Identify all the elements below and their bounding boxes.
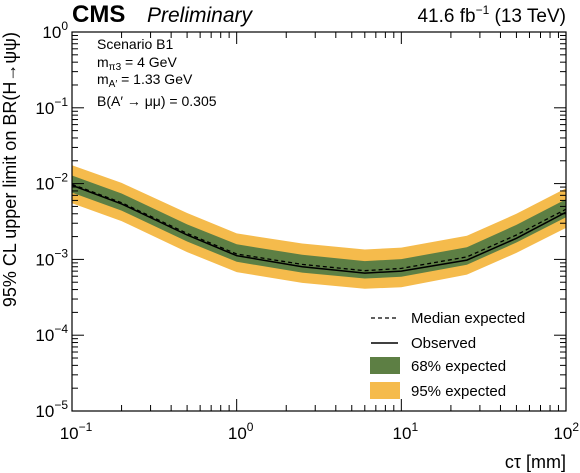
y-tick-label-exponent: −1	[54, 95, 68, 109]
x-tick-label-base: 10	[553, 424, 572, 443]
cms-label: CMS	[72, 1, 125, 28]
legend: Median expected Observed 68% expected 95…	[370, 310, 525, 400]
y-tick-label-base: 10	[35, 402, 54, 421]
legend-label-95: 95% expected	[411, 383, 506, 400]
y-tick-label-exponent: −3	[54, 246, 68, 260]
legend-95-swatch	[370, 382, 400, 399]
energy-value: (13 TeV)	[495, 6, 566, 27]
uncertainty-bands	[72, 165, 566, 289]
luminosity-exponent: −1	[476, 3, 490, 17]
mass-pi3-subscript: π3	[109, 62, 122, 73]
y-tick-label: 10−4	[35, 322, 68, 345]
x-tick-label-exponent: 2	[572, 420, 579, 434]
x-tick-label: 102	[553, 420, 579, 443]
x-tick-label: 10−1	[60, 420, 93, 443]
y-tick-label-base: 10	[42, 23, 61, 42]
y-tick-label-base: 10	[35, 175, 54, 194]
plot-frame	[71, 31, 567, 412]
y-tick-label-exponent: 0	[61, 19, 68, 33]
line-median-expected	[71, 183, 567, 272]
mass-pi3-label: mπ3 = 4 GeV	[97, 54, 177, 73]
y-tick-label: 10−3	[35, 246, 68, 269]
mass-A-subscript: A′	[109, 79, 118, 90]
y-tick-label-base: 10	[35, 326, 54, 345]
preliminary-label: Preliminary	[147, 4, 254, 27]
y-tick-label: 10−5	[35, 398, 68, 421]
legend-68-swatch	[370, 357, 400, 374]
x-tick-label: 101	[393, 420, 419, 443]
limit-curves	[71, 183, 567, 274]
legend-label-observed: Observed	[411, 335, 476, 352]
x-tick-label-base: 10	[393, 424, 412, 443]
scenario-label: Scenario B1	[97, 36, 173, 52]
line-observed	[71, 184, 567, 274]
axis-ticks	[71, 32, 567, 412]
y-tick-label-base: 10	[35, 99, 54, 118]
mass-pi3-symbol: m	[97, 54, 109, 70]
mass-A-value: = 1.33 GeV	[117, 71, 193, 87]
mass-A-label: mA′ = 1.33 GeV	[97, 71, 193, 90]
y-tick-label-exponent: −2	[54, 171, 68, 185]
y-axis-title: 95% CL upper limit on BR(H→ψψ)	[0, 32, 20, 307]
x-tick-label-exponent: −1	[79, 420, 93, 434]
x-tick-label-base: 10	[60, 424, 79, 443]
x-axis-title: cτ [mm]	[505, 452, 566, 472]
y-tick-label-exponent: −5	[54, 398, 68, 412]
y-tick-label-exponent: −4	[54, 322, 68, 336]
y-tick-label: 10−2	[35, 171, 68, 194]
x-tick-label: 100	[228, 420, 254, 443]
y-tick-label: 10−1	[35, 95, 68, 118]
x-tick-label-exponent: 1	[411, 420, 418, 434]
x-tick-label-base: 10	[228, 424, 247, 443]
branching-label: B(A′ → μμ) = 0.305	[97, 93, 217, 109]
y-tick-label: 100	[42, 19, 68, 42]
luminosity-label: 41.6 fb−1 (13 TeV)	[417, 3, 566, 27]
y-tick-label-base: 10	[35, 250, 54, 269]
legend-label-68: 68% expected	[411, 358, 506, 375]
legend-label-median: Median expected	[411, 310, 525, 327]
luminosity-value: 41.6 fb	[417, 6, 475, 27]
mass-A-symbol: m	[97, 71, 109, 87]
x-tick-label-exponent: 0	[247, 420, 254, 434]
mass-pi3-value: = 4 GeV	[121, 54, 177, 70]
band-68-expected	[72, 175, 566, 279]
